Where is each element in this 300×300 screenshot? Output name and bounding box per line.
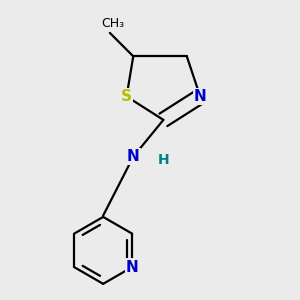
Text: N: N (194, 89, 207, 104)
Text: H: H (158, 153, 169, 167)
Text: N: N (126, 260, 139, 274)
Text: CH₃: CH₃ (102, 16, 125, 29)
Text: S: S (121, 89, 132, 104)
Text: N: N (127, 149, 140, 164)
